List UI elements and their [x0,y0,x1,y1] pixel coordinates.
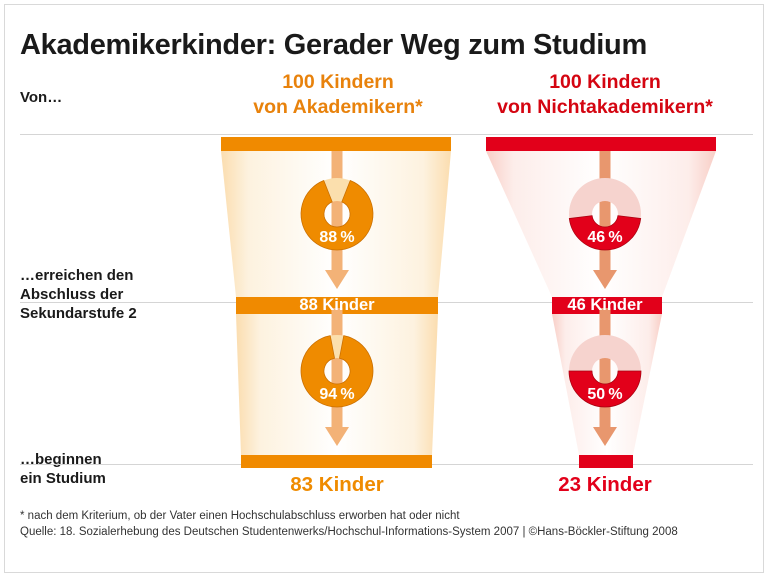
svg-text:88 Kinder: 88 Kinder [299,296,375,314]
svg-text:46 Kinder: 46 Kinder [567,296,643,314]
svg-text:94 %: 94 % [319,386,354,403]
svg-text:83 Kinder: 83 Kinder [290,473,383,496]
svg-text:50 %: 50 % [587,386,622,403]
svg-text:23 Kinder: 23 Kinder [558,473,651,496]
svg-text:88 %: 88 % [319,229,354,246]
svg-text:46 %: 46 % [587,229,622,246]
